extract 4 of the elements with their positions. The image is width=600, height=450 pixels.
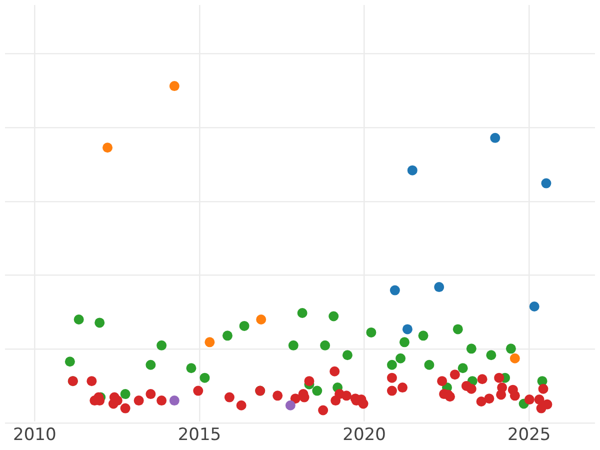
x-tick-label: 2015 — [178, 425, 222, 446]
x-tick-label: 2010 — [13, 425, 56, 446]
x-tick-label: 2025 — [507, 425, 551, 446]
x-tick-label: 2020 — [342, 425, 386, 446]
